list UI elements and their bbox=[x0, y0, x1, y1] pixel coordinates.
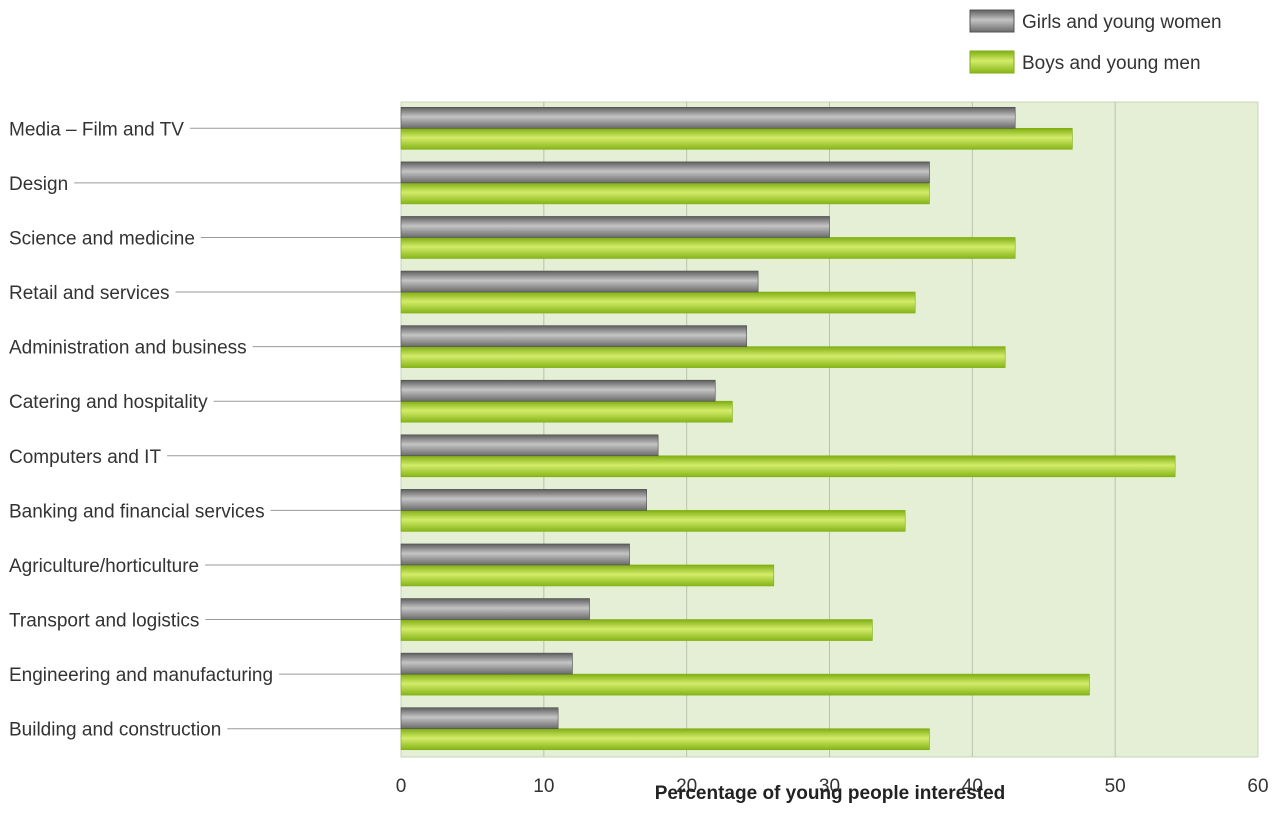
leader-lines bbox=[74, 127, 401, 730]
category-label-science-and-medicine: Science and medicine bbox=[9, 228, 195, 249]
bar-boys-catering-and-hospitality bbox=[400, 400, 733, 423]
x-tick-label-40: 40 bbox=[962, 776, 983, 797]
bar-boys-transport-and-logistics bbox=[400, 619, 873, 641]
bar-boys-retail-and-services bbox=[400, 291, 916, 314]
bar-girls-design bbox=[400, 161, 930, 184]
category-label-banking-and-financial-services: Banking and financial services bbox=[9, 501, 265, 522]
bar-girls-transport-and-logistics bbox=[400, 598, 590, 620]
legend-swatch-girls bbox=[969, 9, 1015, 33]
legend-swatch-boys bbox=[969, 50, 1015, 74]
category-label-administration-and-business: Administration and business bbox=[9, 338, 247, 359]
x-tick-label-0: 0 bbox=[396, 776, 407, 797]
bar-girls-banking-and-financial-services bbox=[400, 489, 647, 511]
category-labels: Media – Film and TV Design Science and med… bbox=[9, 119, 273, 740]
bars bbox=[400, 106, 1176, 751]
x-tick-label-50: 50 bbox=[1105, 776, 1126, 797]
x-axis-ticks: 0 10 20 30 40 50 60 bbox=[396, 776, 1269, 797]
x-tick-label-30: 30 bbox=[819, 776, 840, 797]
legend: Girls and young women Boys and young men bbox=[969, 9, 1222, 74]
bar-boys-engineering-and-manufacturing bbox=[400, 673, 1090, 696]
category-label-media-film-and-tv: Media – Film and TV bbox=[9, 119, 184, 140]
grid-lines bbox=[543, 102, 1116, 757]
bar-girls-building-and-construction bbox=[400, 707, 559, 730]
bar-boys-administration-and-business bbox=[400, 346, 1006, 368]
category-label-agriculture-horticulture: Agriculture/horticulture bbox=[9, 556, 199, 577]
category-label-computers-and-it: Computers and IT bbox=[9, 447, 161, 468]
bar-girls-media-film-and-tv bbox=[400, 106, 1016, 129]
bar-girls-catering-and-hospitality bbox=[400, 379, 716, 402]
x-tick-label-60: 60 bbox=[1247, 776, 1268, 797]
legend-label-girls: Girls and young women bbox=[1022, 12, 1222, 33]
bar-boys-design bbox=[400, 182, 930, 205]
bar-girls-science-and-medicine bbox=[400, 216, 830, 238]
category-label-engineering-and-manufacturing: Engineering and manufacturing bbox=[9, 665, 273, 686]
category-label-retail-and-services: Retail and services bbox=[9, 283, 170, 304]
category-label-transport-and-logistics: Transport and logistics bbox=[9, 611, 199, 632]
bar-girls-agriculture-horticulture bbox=[400, 543, 630, 566]
x-tick-label-20: 20 bbox=[676, 776, 697, 797]
bar-boys-banking-and-financial-services bbox=[400, 510, 906, 532]
bar-boys-agriculture-horticulture bbox=[400, 564, 775, 587]
bar-boys-media-film-and-tv bbox=[400, 127, 1073, 150]
category-label-design: Design bbox=[9, 174, 68, 195]
legend-label-boys: Boys and young men bbox=[1022, 53, 1201, 74]
x-axis-title: Percentage of young people interested bbox=[655, 783, 1006, 804]
category-label-catering-and-hospitality: Catering and hospitality bbox=[9, 392, 208, 413]
bar-girls-engineering-and-manufacturing bbox=[400, 652, 573, 675]
bar-girls-computers-and-it bbox=[400, 434, 659, 457]
category-label-building-and-construction: Building and construction bbox=[9, 720, 221, 741]
bar-boys-science-and-medicine bbox=[400, 237, 1016, 259]
x-tick-label-10: 10 bbox=[533, 776, 554, 797]
bar-girls-administration-and-business bbox=[400, 325, 747, 347]
bar-boys-building-and-construction bbox=[400, 728, 930, 751]
bar-girls-retail-and-services bbox=[400, 270, 759, 293]
bar-boys-computers-and-it bbox=[400, 455, 1176, 478]
